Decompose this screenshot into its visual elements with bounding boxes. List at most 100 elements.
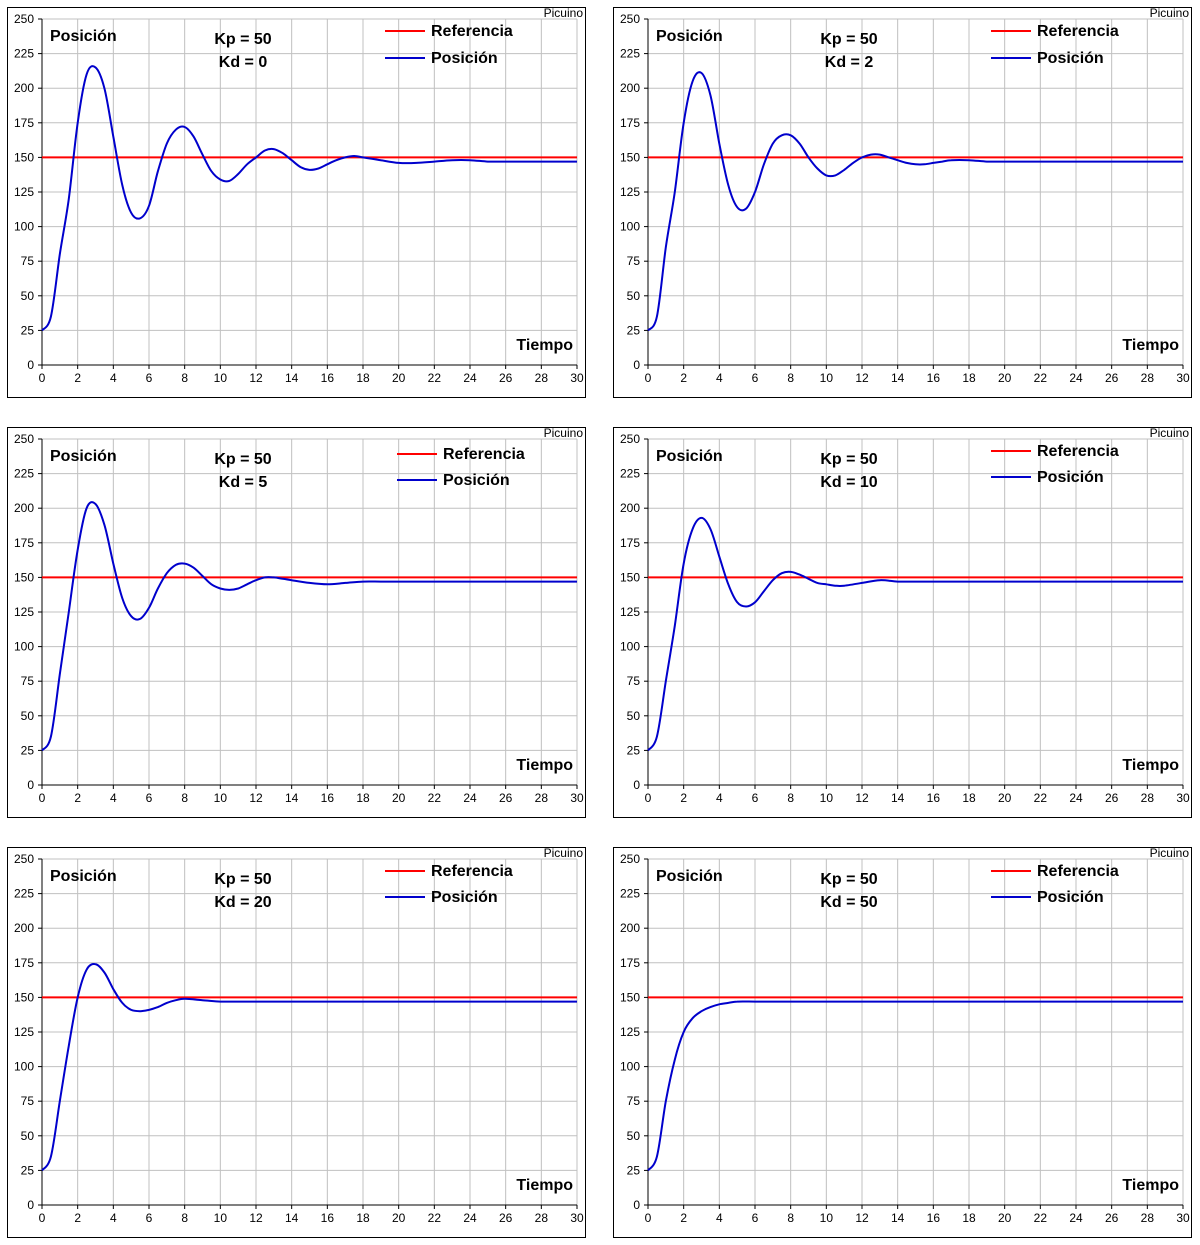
- y-tick-label: 100: [14, 1060, 34, 1074]
- x-tick-label: 2: [680, 1211, 687, 1225]
- x-tick-label: 8: [181, 371, 188, 385]
- x-tick-label: 16: [927, 791, 941, 805]
- chart-frame: [7, 427, 586, 818]
- y-tick-label: 25: [627, 743, 641, 757]
- x-tick-label: 22: [1034, 791, 1048, 805]
- y-tick-label: 75: [21, 674, 35, 688]
- chart-svg: 0 2 4 6 8 10 12 14 16 18 20 22 24 26 28 300255075100125…: [613, 426, 1192, 818]
- chart-panel-1: 0 2 4 6 8 10 12 14 16 18 20 22 24 26 28 30 0 25 50 75 100 125…: [7, 6, 589, 399]
- chart-frame: [613, 847, 1192, 1238]
- x-tick-label: 26: [1105, 1211, 1119, 1225]
- y-tick-label: 100: [14, 640, 34, 654]
- y-tick-label: 200: [14, 81, 34, 95]
- x-tick-label: 18: [962, 1211, 976, 1225]
- x-tick-label: 12: [249, 1211, 263, 1225]
- x-tick-label: 12: [855, 791, 869, 805]
- y-tick-label: 25: [21, 1163, 35, 1177]
- x-tick-label: 8: [787, 371, 794, 385]
- y-tick-label: 150: [14, 990, 34, 1004]
- x-tick-label: 0: [39, 371, 46, 385]
- credit-label: Picuino: [544, 6, 584, 20]
- series-line-posicion: [647, 1000, 1183, 1172]
- series-line-posicion: [647, 71, 1183, 332]
- kd-annotation: Kd = 50: [820, 894, 877, 911]
- y-tick-label: 250: [620, 852, 640, 866]
- x-tick-label: 18: [356, 791, 370, 805]
- x-tick-label: 2: [680, 791, 687, 805]
- x-tick-label: 24: [463, 1211, 477, 1225]
- legend-label-referencia: Referencia: [443, 446, 525, 463]
- x-tick-label: 12: [855, 1211, 869, 1225]
- y-tick-label: 125: [620, 1025, 640, 1039]
- y-tick-label: 75: [627, 254, 641, 268]
- y-tick-label: 125: [14, 605, 34, 619]
- y-tick-label: 0: [27, 778, 34, 792]
- y-axis-label: Posición: [50, 868, 117, 885]
- x-tick-label: 4: [110, 791, 117, 805]
- y-tick-label: 125: [620, 185, 640, 199]
- x-tick-label: 20: [392, 1211, 406, 1225]
- chart-svg: 0 2 4 6 8 10 12 14 16 18 20 22 24 26 28 300255075100125…: [7, 846, 586, 1238]
- x-tick-label: 30: [1176, 371, 1190, 385]
- y-tick-label: 175: [14, 536, 34, 550]
- y-tick-label: 0: [633, 1198, 640, 1212]
- y-tick-label: 200: [14, 921, 34, 935]
- y-axis-label: Posición: [50, 448, 117, 465]
- y-tick-label: 200: [620, 921, 640, 935]
- x-tick-label: 20: [998, 371, 1012, 385]
- legend-label-referencia: Referencia: [1037, 443, 1119, 460]
- x-tick-label: 16: [321, 1211, 335, 1225]
- x-tick-label: 30: [1176, 791, 1190, 805]
- x-tick-label: 16: [927, 371, 941, 385]
- y-tick-label: 250: [620, 432, 640, 446]
- x-tick-label: 26: [499, 791, 513, 805]
- x-tick-label: 10: [214, 791, 228, 805]
- legend-label-referencia: Referencia: [1037, 863, 1119, 880]
- x-tick-label: 26: [499, 1211, 513, 1225]
- x-tick-label: 0: [39, 1211, 46, 1225]
- x-tick-label: 24: [463, 791, 477, 805]
- kp-annotation: Kp = 50: [820, 31, 877, 48]
- kp-annotation: Kp = 50: [820, 451, 877, 468]
- y-tick-label: 200: [14, 501, 34, 515]
- y-tick-label: 25: [21, 323, 35, 337]
- y-tick-label: 150: [620, 570, 640, 584]
- x-tick-label: 14: [891, 1211, 905, 1225]
- y-tick-label: 100: [620, 640, 640, 654]
- x-tick-label: 28: [1141, 791, 1155, 805]
- chart-panel-6: 0 2 4 6 8 10 12 14 16 18 20 22 24 26 28 30 0 25 50 75 100 125…: [613, 846, 1195, 1239]
- chart-frame: [7, 847, 586, 1238]
- y-tick-label: 50: [627, 289, 641, 303]
- chart-frame: [7, 7, 586, 398]
- y-tick-label: 175: [620, 956, 640, 970]
- kp-annotation: Kp = 50: [214, 31, 271, 48]
- x-tick-label: 22: [1034, 1211, 1048, 1225]
- x-tick-label: 24: [1069, 371, 1083, 385]
- legend-label-posicion: Posición: [1037, 50, 1104, 67]
- y-tick-label: 175: [620, 116, 640, 130]
- credit-label: Picuino: [544, 846, 584, 860]
- x-tick-label: 28: [1141, 1211, 1155, 1225]
- legend-label-referencia: Referencia: [431, 863, 513, 880]
- x-tick-label: 8: [787, 791, 794, 805]
- legend-label-posicion: Posición: [443, 472, 510, 489]
- series-line-posicion: [41, 963, 577, 1172]
- x-axis-label: Tiempo: [1122, 337, 1179, 354]
- x-tick-label: 12: [249, 791, 263, 805]
- chart-svg: 0 2 4 6 8 10 12 14 16 18 20 22 24 26 28 300255075100125…: [613, 846, 1192, 1238]
- chart-svg: 0 2 4 6 8 10 12 14 16 18 20 22 24 26 28 300255075100125…: [7, 6, 586, 398]
- kd-annotation: Kd = 2: [825, 54, 874, 71]
- x-tick-label: 28: [535, 1211, 549, 1225]
- y-tick-label: 225: [14, 47, 34, 61]
- x-tick-label: 10: [820, 791, 834, 805]
- legend-label-posicion: Posición: [1037, 889, 1104, 906]
- credit-label: Picuino: [1150, 6, 1190, 20]
- x-tick-label: 4: [110, 371, 117, 385]
- x-tick-label: 28: [1141, 371, 1155, 385]
- y-tick-label: 175: [620, 536, 640, 550]
- legend-label-posicion: Posición: [431, 50, 498, 67]
- y-tick-label: 50: [21, 1129, 35, 1143]
- y-tick-label: 50: [627, 709, 641, 723]
- y-tick-label: 225: [620, 887, 640, 901]
- chart-svg: 0 2 4 6 8 10 12 14 16 18 20 22 24 26 28 300255075100125…: [7, 426, 586, 818]
